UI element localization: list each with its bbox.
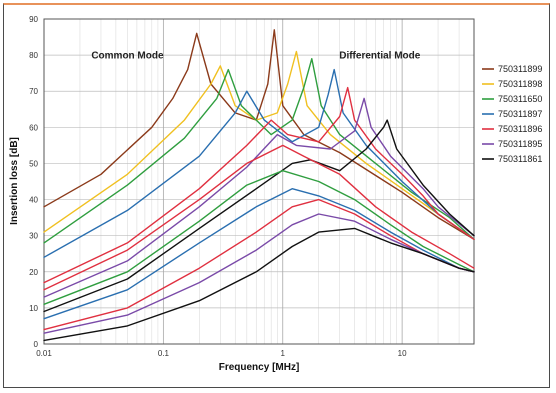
y-tick-label: 20 — [29, 268, 38, 277]
series-line-unlabeled-10 — [43, 188, 475, 320]
legend-label: 750311898 — [498, 79, 542, 89]
series-line-750311650 — [43, 58, 475, 244]
legend-label: 750311650 — [498, 94, 542, 104]
x-tick-label: 0.01 — [36, 349, 52, 358]
annotation-common-mode: Common Mode — [91, 51, 164, 62]
legend-label: 750311899 — [498, 64, 542, 74]
series-line-unlabeled-13 — [43, 227, 475, 342]
y-tick-label: 40 — [29, 196, 38, 205]
series-lines — [43, 29, 475, 342]
series-line-750311895 — [43, 97, 475, 298]
x-axis-title: Frequency [MHz] — [219, 362, 300, 373]
series-line-750311898 — [43, 50, 475, 240]
legend: 750311899 750311898 750311650 750311897 7503… — [482, 64, 542, 164]
y-tick-label: 50 — [29, 159, 38, 168]
minor-grid — [79, 19, 475, 344]
y-tick-label: 90 — [29, 15, 38, 24]
plot-border — [43, 18, 475, 345]
series-line-750311897 — [43, 68, 475, 258]
annotation-differential-mode: Differential Mode — [339, 51, 421, 62]
series-line-unlabeled-8 — [43, 144, 475, 291]
insertion-loss-chart: 0 10 20 30 40 50 60 70 80 90 0.01 0.1 1 10 Common Mo… — [9, 15, 542, 373]
y-tick-label: 0 — [34, 340, 39, 349]
y-tick-label: 30 — [29, 232, 38, 241]
x-tick-label: 1 — [281, 349, 286, 358]
x-tick-label: 10 — [398, 349, 407, 358]
series-line-750311861 — [43, 119, 475, 313]
legend-label: 750311861 — [498, 154, 542, 164]
y-tick-label: 60 — [29, 123, 38, 132]
x-axis-ticks: 0.01 0.1 1 10 — [36, 349, 407, 358]
y-tick-label: 80 — [29, 51, 38, 60]
legend-label: 750311896 — [498, 124, 542, 134]
series-line-750311896 — [43, 86, 475, 284]
y-axis-title: Insertion loss [dB] — [9, 137, 20, 225]
annotations: Common Mode Differential Mode — [91, 51, 420, 62]
chart-frame: 0 10 20 30 40 50 60 70 80 90 0.01 0.1 1 10 Common Mo… — [3, 3, 550, 388]
series-line-unlabeled-9 — [43, 170, 475, 305]
y-tick-label: 70 — [29, 87, 38, 96]
legend-label: 750311897 — [498, 109, 542, 119]
y-axis-ticks: 0 10 20 30 40 50 60 70 80 90 — [29, 15, 38, 349]
legend-label: 750311895 — [498, 139, 542, 149]
x-tick-label: 0.1 — [158, 349, 170, 358]
y-tick-label: 10 — [29, 304, 38, 313]
